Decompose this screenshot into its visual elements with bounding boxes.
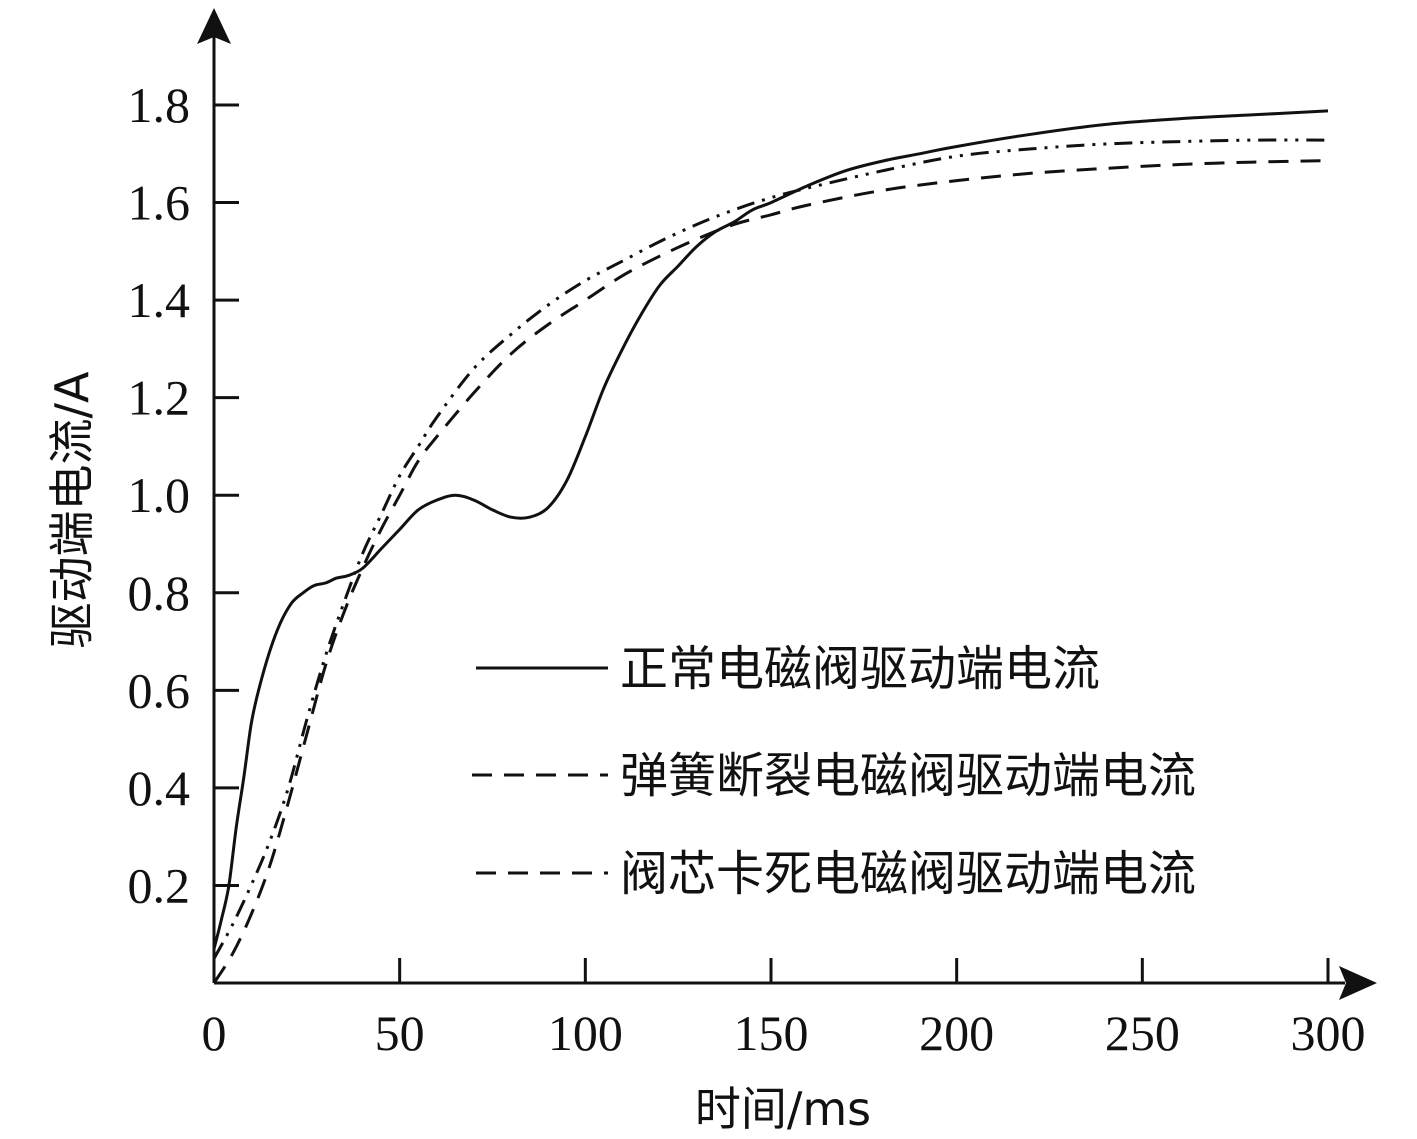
y-tick-label: 1.8 — [128, 77, 191, 133]
x-tick-label: 50 — [375, 1005, 425, 1061]
legend-label: 阀芯卡死电磁阀驱动端电流 — [620, 846, 1196, 902]
series-layer — [212, 109, 1329, 984]
y-ticks: 0.2 0.4 0.6 0.8 1.0 1.2 1.4 1.6 1.8 — [128, 77, 239, 913]
y-tick-label: 0.2 — [128, 857, 191, 913]
y-tick-label: 1.0 — [128, 467, 191, 523]
y-tick-label: 1.6 — [128, 175, 191, 231]
x-tick-label: 300 — [1291, 1005, 1366, 1061]
x-tick-label: 150 — [734, 1005, 809, 1061]
series-line-normal — [212, 109, 1329, 950]
x-tick-label: 200 — [919, 1005, 994, 1061]
x-tick-label: 100 — [548, 1005, 623, 1061]
y-axis-arrow-icon — [197, 8, 231, 44]
y-tick-label: 1.2 — [128, 370, 191, 426]
x-ticks: 0 50 100 150 200 250 300 — [202, 958, 1366, 1061]
legend-label: 弹簧断裂电磁阀驱动端电流 — [620, 748, 1196, 804]
x-tick-label: 0 — [202, 1005, 227, 1061]
y-tick-label: 0.8 — [128, 565, 191, 621]
y-tick-label: 1.4 — [128, 272, 191, 328]
y-tick-label: 0.4 — [128, 760, 191, 816]
axes — [197, 8, 1377, 1000]
series-line-spring-broken — [212, 159, 1329, 984]
x-tick-label: 250 — [1105, 1005, 1180, 1061]
legend-label: 正常电磁阀驱动端电流 — [620, 641, 1100, 697]
x-axis-title: 时间/ms — [695, 1082, 871, 1136]
series-line-spool-stuck — [212, 138, 1329, 960]
y-axis-title: 驱动端电流/A — [45, 371, 99, 648]
y-tick-label: 0.6 — [128, 662, 191, 718]
x-axis-arrow-icon — [1339, 966, 1377, 1000]
